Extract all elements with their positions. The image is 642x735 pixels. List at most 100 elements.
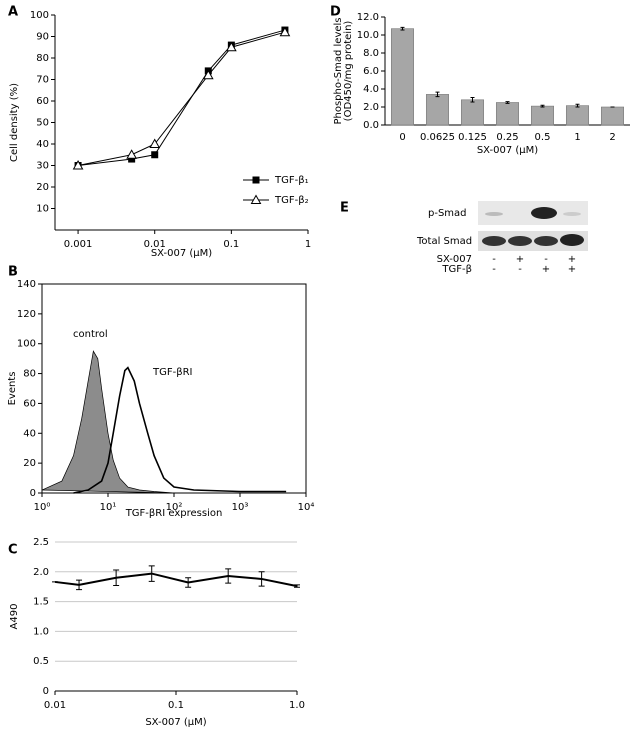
error-bar — [435, 91, 440, 98]
x-tick-label: 10¹ — [100, 502, 117, 513]
bar — [495, 102, 519, 126]
condition-label: SX-007 — [437, 254, 472, 265]
y-tick-label: 0 — [43, 686, 49, 697]
y-tick-label: 60 — [23, 398, 36, 409]
blot-row-label: p-Smad — [428, 208, 467, 219]
condition-label: TGF-β — [441, 264, 472, 275]
bar — [425, 94, 449, 126]
condition-sign: - — [544, 254, 548, 265]
annotation: TGF-βRI — [152, 367, 193, 378]
condition-sign: + — [542, 264, 550, 275]
y-tick-label: 2.0 — [363, 102, 379, 113]
y-axis-label: Cell density (%) — [9, 83, 20, 162]
x-tick-label: 0.5 — [535, 132, 551, 143]
line — [54, 572, 298, 588]
y-axis-label: Phospho-Smad levels — [333, 17, 344, 124]
condition-sign: + — [568, 264, 576, 275]
x-tick-label: 0.1 — [223, 239, 239, 250]
condition-sign: - — [492, 264, 496, 275]
y-tick-label: 60 — [36, 96, 49, 107]
x-tick-label: 0 — [399, 132, 405, 143]
y-tick-label: 12.0 — [357, 12, 379, 23]
band — [560, 234, 584, 246]
area — [41, 350, 175, 494]
error-bar — [400, 26, 405, 31]
bar — [390, 28, 414, 126]
y-tick-label: 100 — [17, 339, 36, 350]
y-tick-label: 90 — [36, 32, 49, 43]
band — [485, 212, 503, 216]
condition-sign: - — [518, 264, 522, 275]
blot-strip — [478, 231, 588, 251]
y-tick-label: 8.0 — [363, 48, 379, 59]
x-tick-label: 0.25 — [496, 132, 518, 143]
y-tick-label: 20 — [23, 458, 36, 469]
x-axis-label: TGF-βRI expression — [125, 508, 223, 519]
error-bar — [76, 579, 83, 591]
panel-label: D — [330, 5, 341, 20]
marker — [72, 159, 84, 170]
bar — [565, 105, 589, 126]
line — [77, 31, 286, 166]
y-tick-label: 120 — [17, 309, 36, 320]
x-tick-label: 0.0625 — [420, 132, 455, 143]
x-tick-label: 0.01 — [44, 700, 66, 711]
y-tick-label: 2.5 — [33, 537, 49, 548]
x-tick-label: 1 — [305, 239, 311, 250]
marker — [226, 41, 237, 52]
error-bar — [294, 584, 300, 588]
annotation: control — [73, 329, 108, 340]
bar — [600, 106, 624, 126]
condition-sign: + — [516, 254, 524, 265]
panel-label: B — [8, 265, 18, 280]
error-bar — [540, 104, 545, 108]
y-tick-label: 140 — [17, 279, 36, 290]
y-tick-label: 70 — [36, 75, 49, 86]
y-tick-label: 30 — [36, 161, 49, 172]
y-tick-label: 50 — [36, 118, 49, 129]
error-bar — [470, 97, 475, 103]
x-axis-label: SX-007 (μM) — [145, 717, 206, 728]
band — [508, 236, 532, 246]
x-tick-label: 10² — [166, 502, 183, 513]
legend-label: TGF-β₂ — [274, 195, 309, 206]
panel-label: C — [8, 543, 18, 558]
error-bar — [113, 569, 120, 587]
y-tick-label: 1.5 — [33, 597, 49, 608]
y-tick-label: 0 — [30, 488, 36, 499]
error-bar — [258, 571, 265, 587]
bar — [530, 105, 554, 126]
y-axis-label: Events — [7, 372, 18, 406]
x-tick-label: 10⁴ — [298, 502, 315, 513]
band — [531, 207, 557, 219]
y-tick-label: 1.0 — [33, 626, 49, 637]
panel-label: A — [8, 5, 18, 20]
y-tick-label: 4.0 — [363, 84, 379, 95]
y-tick-label: 6.0 — [363, 66, 379, 77]
marker — [151, 151, 159, 159]
error-bar — [225, 568, 232, 584]
error-bar — [148, 565, 155, 582]
marker — [149, 138, 161, 148]
panel-label: E — [340, 201, 349, 216]
marker — [126, 149, 137, 159]
y-tick-label: 10.0 — [357, 30, 379, 41]
line — [78, 29, 286, 166]
blot-row-label: Total Smad — [416, 236, 472, 247]
band — [534, 236, 558, 246]
y-tick-label: 10 — [36, 204, 49, 215]
y-axis-label: A490 — [9, 604, 20, 630]
x-tick-label: 10⁰ — [34, 502, 51, 513]
y-tick-label: 0.5 — [33, 656, 49, 667]
band — [563, 212, 581, 216]
error-bar — [185, 577, 192, 588]
x-axis-label: SX-007 (μM) — [477, 145, 538, 156]
y-tick-label: 20 — [36, 182, 49, 193]
x-tick-label: 10³ — [232, 502, 249, 513]
x-tick-label: 0.125 — [458, 132, 487, 143]
y-tick-label: 80 — [36, 53, 49, 64]
legend-marker — [250, 194, 262, 204]
y-tick-label: 80 — [23, 369, 36, 380]
x-axis-label: SX-007 (μM) — [151, 248, 212, 259]
